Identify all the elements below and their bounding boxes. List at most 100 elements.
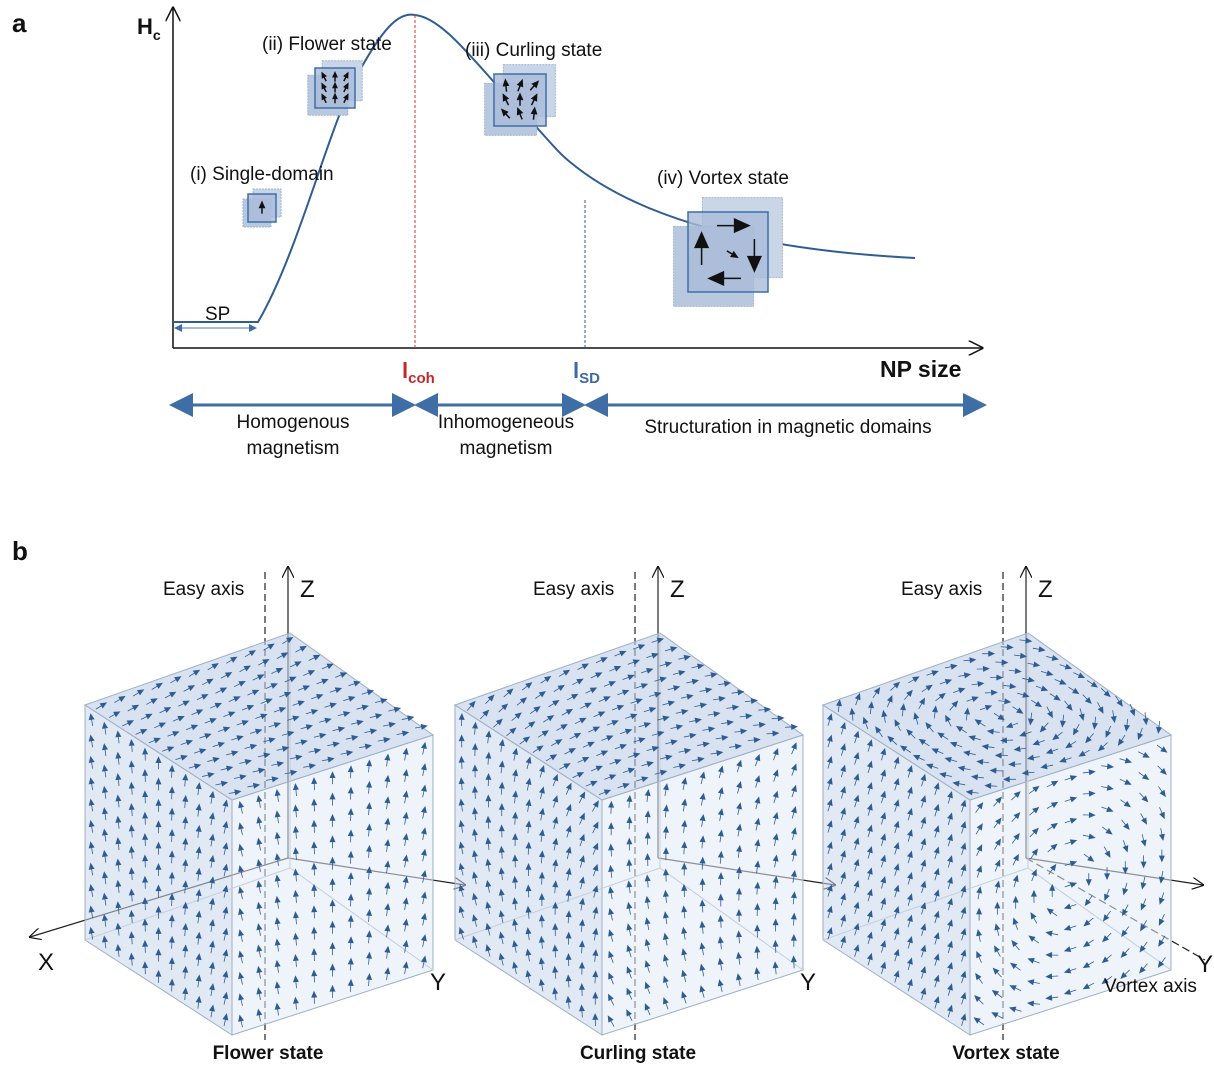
moment-arrow <box>592 1013 599 1027</box>
moment-arrow <box>1158 828 1165 841</box>
moment-arrow <box>933 996 940 1009</box>
panel-a: a Hc NP size SP lcoh lSD (i) Single-doma… <box>12 8 987 459</box>
moment-arrow <box>592 821 599 834</box>
moment-arrow <box>263 737 276 744</box>
moment-arrow <box>1101 954 1112 964</box>
moment-arrow <box>115 943 122 957</box>
moment-arrow <box>188 669 201 677</box>
moment-arrow <box>128 760 135 774</box>
moment-arrow <box>347 786 354 800</box>
moment-arrow <box>1101 976 1113 985</box>
moment-arrow <box>1019 637 1033 644</box>
moment-arrow <box>1063 924 1077 931</box>
moment-arrow <box>222 991 229 1005</box>
moment-arrow <box>1102 932 1112 943</box>
moment-arrow <box>115 879 122 893</box>
moment-arrow <box>754 775 761 788</box>
moment-arrow <box>704 672 718 679</box>
moment-arrow <box>565 953 572 967</box>
moment-arrow <box>952 780 966 787</box>
moment-arrow <box>975 823 983 835</box>
moment-arrow <box>472 764 479 778</box>
moment-arrow <box>142 939 149 953</box>
moment-arrow <box>994 859 1001 872</box>
moment-arrow <box>752 721 766 728</box>
moment-arrow <box>159 707 172 714</box>
moment-arrow <box>347 850 354 864</box>
moment-arrow <box>289 661 302 668</box>
moment-arrow <box>1028 935 1040 944</box>
moment-arrow <box>880 918 887 932</box>
moment-arrow <box>511 712 522 721</box>
moment-arrow <box>458 905 465 919</box>
moment-arrow <box>359 743 372 750</box>
moment-arrow <box>155 969 162 983</box>
moment-arrow <box>458 819 465 833</box>
moment-arrow <box>565 825 572 838</box>
moment-arrow <box>155 777 162 791</box>
moment-arrow <box>1021 769 1035 776</box>
moment-arrow <box>960 949 967 962</box>
moment-arrow <box>525 777 532 791</box>
moment-arrow <box>678 654 691 661</box>
moment-arrow <box>239 665 251 673</box>
moment-arrow <box>1082 982 1095 990</box>
moment-arrow <box>458 713 465 727</box>
moment-arrow <box>178 700 190 707</box>
moment-arrow <box>644 874 651 888</box>
moment-arrow <box>960 970 967 984</box>
moment-arrow <box>1139 963 1148 974</box>
moment-arrow <box>791 806 797 819</box>
moment-arrow <box>1072 723 1080 736</box>
moment-arrow <box>1011 812 1021 823</box>
moment-arrow <box>1045 930 1059 937</box>
moment-arrow <box>699 856 706 870</box>
moment-arrow <box>875 726 883 738</box>
moment-arrow <box>1104 888 1110 902</box>
moment-arrow <box>662 911 669 925</box>
moment-arrow <box>626 880 633 894</box>
moment-arrow <box>300 724 314 731</box>
moment-arrow <box>994 901 1001 915</box>
moment-arrow <box>287 715 300 722</box>
moment-arrow <box>1082 961 1095 969</box>
moment-arrow <box>538 893 545 907</box>
moment-arrow <box>933 803 940 817</box>
moment-arrow <box>1030 912 1038 924</box>
moment-arrow <box>1121 926 1130 938</box>
moment-arrow <box>933 846 940 860</box>
moment-arrow <box>512 833 519 847</box>
moment-arrow <box>168 764 175 778</box>
moment-arrow <box>659 754 673 761</box>
state-label: (iii) Curling state <box>465 40 602 61</box>
moment-arrow <box>840 914 846 927</box>
moment-arrow <box>1063 946 1077 953</box>
icon-arrow <box>502 78 510 92</box>
moment-arrow <box>715 734 729 741</box>
moment-arrow <box>717 786 724 800</box>
icon-arrow <box>516 92 524 106</box>
moment-arrow <box>904 689 913 700</box>
moment-arrow <box>754 860 761 874</box>
moment-arrow <box>132 689 145 697</box>
moment-arrow <box>1082 939 1094 948</box>
moment-arrow <box>853 944 860 957</box>
moment-arrow <box>172 716 185 722</box>
moment-arrow <box>1008 667 1022 674</box>
moment-arrow <box>772 939 779 953</box>
moment-arrow <box>212 741 226 748</box>
moment-arrow <box>1101 826 1113 835</box>
moment-arrow <box>651 637 665 644</box>
moment-arrow <box>1084 895 1093 907</box>
moment-arrow <box>1059 756 1072 763</box>
moment-arrow <box>968 735 981 742</box>
moment-arrow <box>525 927 532 941</box>
moment-arrow <box>195 931 202 945</box>
moment-arrow <box>681 883 688 897</box>
moment-arrow <box>102 935 109 949</box>
moment-arrow <box>472 721 479 735</box>
moment-arrow <box>284 676 297 683</box>
moment-arrow <box>295 645 307 653</box>
moment-arrow <box>993 796 1002 807</box>
moment-arrow <box>840 743 846 756</box>
